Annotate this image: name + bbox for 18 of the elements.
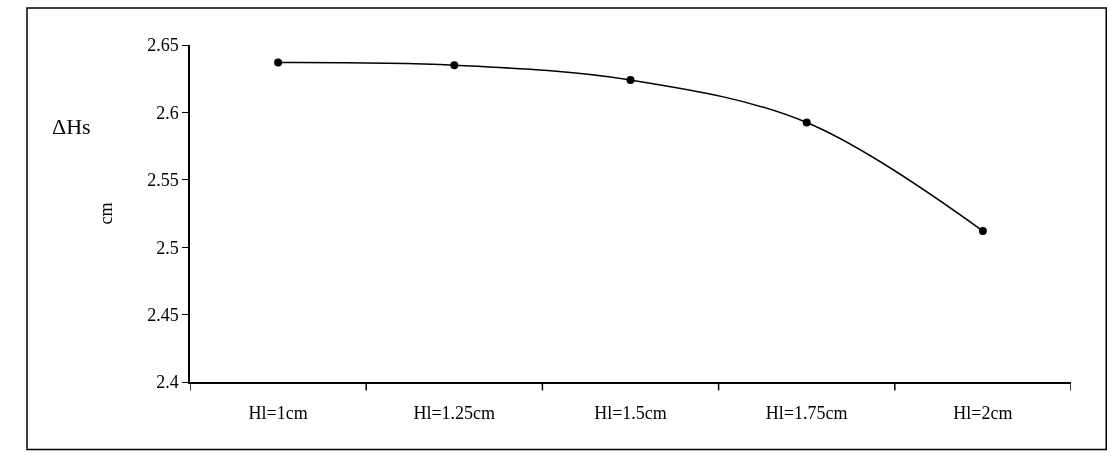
- y-tick-label: 2.45: [147, 304, 179, 325]
- x-tick-label: Hl=2cm: [953, 403, 1013, 424]
- y-tick-label: 2.5: [156, 237, 179, 258]
- point: [802, 118, 811, 127]
- x-tick-label: Hl=1cm: [248, 403, 308, 424]
- point: [978, 227, 987, 236]
- x-tick-label: Hl=1.5cm: [594, 403, 667, 424]
- y-axis-title: cm: [95, 202, 116, 225]
- y-tick-label: 2.4: [156, 372, 179, 393]
- y-tick-label: 2.6: [156, 102, 179, 123]
- text: ΔHs: [52, 114, 91, 139]
- x-tick-label: Hl=1.25cm: [413, 403, 496, 424]
- point: [274, 58, 283, 67]
- point: [450, 61, 459, 70]
- y-tick-label: 2.65: [147, 35, 179, 56]
- x-tick-label: Hl=1.75cm: [765, 403, 848, 424]
- point: [626, 76, 635, 85]
- y-tick-label: 2.55: [147, 170, 179, 191]
